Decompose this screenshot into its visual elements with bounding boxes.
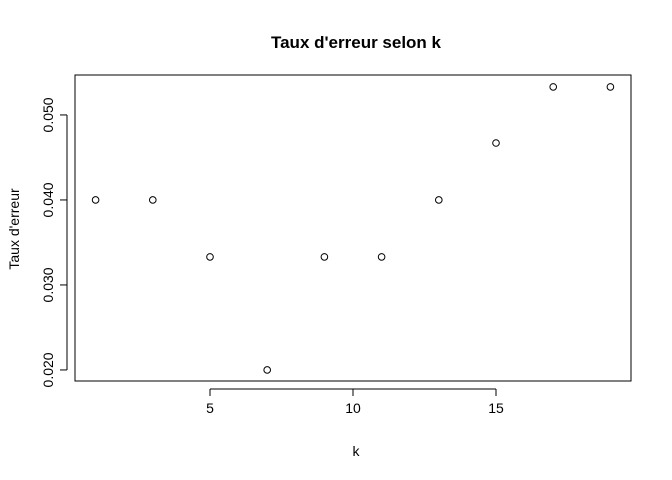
y-tick-label: 0.050: [40, 97, 56, 132]
x-axis-label: k: [353, 443, 361, 459]
data-point: [435, 196, 443, 204]
data-points: [91, 83, 615, 374]
data-point: [320, 253, 329, 261]
y-axis-label: Taux d'erreur: [6, 188, 22, 270]
x-tick-label: 10: [345, 400, 361, 416]
data-point: [492, 139, 500, 147]
y-tick-label: 0.040: [40, 182, 56, 217]
y-tick-label: 0.020: [40, 352, 56, 387]
chart-title: Taux d'erreur selon k: [271, 33, 442, 52]
data-point: [549, 83, 558, 91]
plot-frame: [74, 74, 632, 382]
x-tick-label: 5: [206, 400, 214, 416]
x-tick-label: 15: [488, 400, 504, 416]
x-axis: 5 10 15: [206, 388, 504, 416]
data-point: [263, 366, 271, 374]
data-point: [606, 83, 615, 91]
y-tick-label: 0.030: [40, 267, 56, 302]
y-axis: 0.020 0.030 0.040 0.050: [40, 97, 68, 387]
data-point: [91, 196, 100, 204]
data-point: [148, 196, 157, 204]
data-point: [206, 253, 214, 261]
data-point: [377, 253, 386, 261]
